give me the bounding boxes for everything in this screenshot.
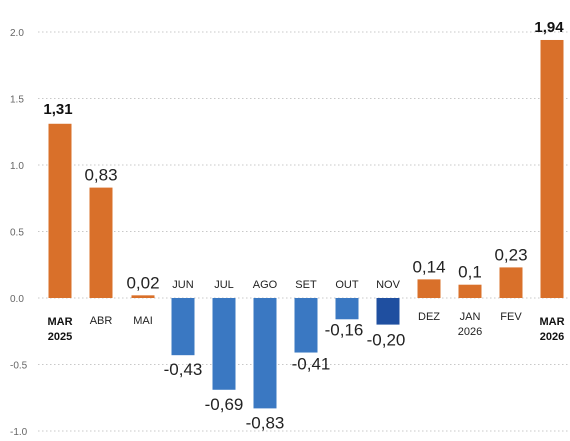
category-label: FEV bbox=[500, 311, 522, 323]
bar-set bbox=[294, 298, 318, 353]
data-label: -0,83 bbox=[246, 413, 285, 432]
bar-abr bbox=[89, 187, 113, 298]
category-label: NOV bbox=[376, 279, 401, 291]
bar-fev bbox=[499, 267, 523, 298]
data-label: 0,02 bbox=[126, 273, 159, 292]
label-layer: 1,31 0,83 0,02 -0,43-0,69-0,83 -0,41 -0,16-0,… bbox=[43, 19, 564, 432]
bar-dez bbox=[417, 279, 441, 298]
bar-mai bbox=[131, 295, 155, 298]
category-label: MAR bbox=[539, 316, 564, 328]
category-label: DEZ bbox=[418, 311, 440, 323]
data-label: 1,31 bbox=[43, 101, 72, 118]
category-label: JUL bbox=[214, 279, 234, 291]
bar-mar-2025 bbox=[48, 123, 72, 299]
category-label: MAR bbox=[47, 316, 72, 328]
category-label: 2025 bbox=[48, 331, 72, 343]
y-tick-label: 1.5 bbox=[10, 95, 24, 106]
y-tick-label: 0.0 bbox=[10, 294, 24, 305]
category-label: OUT bbox=[335, 279, 359, 291]
data-label: 0,1 bbox=[458, 263, 482, 282]
data-label: 1,94 bbox=[534, 19, 564, 36]
data-label: 0,14 bbox=[412, 257, 445, 276]
data-label: -0,20 bbox=[367, 331, 406, 350]
data-label: -0,41 bbox=[292, 355, 331, 374]
category-label: MAI bbox=[133, 315, 153, 327]
bar-layer bbox=[48, 39, 564, 409]
y-tick-label: -1.0 bbox=[10, 427, 28, 438]
y-tick-label: 2.0 bbox=[10, 28, 24, 39]
y-tick-label: 1.0 bbox=[10, 161, 24, 172]
data-label: -0,69 bbox=[205, 395, 244, 414]
bar-mar-2026 bbox=[540, 39, 564, 298]
data-label: -0,16 bbox=[325, 320, 364, 339]
category-label: JAN bbox=[460, 311, 481, 323]
y-tick-label: -0.5 bbox=[10, 361, 28, 372]
y-tick-label: 0.5 bbox=[10, 228, 24, 239]
category-label: AGO bbox=[253, 279, 278, 291]
data-label: 0,23 bbox=[494, 245, 527, 264]
category-label: 2026 bbox=[458, 326, 482, 338]
category-label: SET bbox=[295, 279, 317, 291]
category-label: JUN bbox=[172, 279, 193, 291]
bar-jan-2026 bbox=[458, 284, 482, 298]
data-label: 0,83 bbox=[84, 166, 117, 185]
bar-out bbox=[335, 298, 359, 320]
data-label: -0,43 bbox=[164, 360, 203, 379]
category-label: ABR bbox=[90, 315, 113, 327]
bar-ago bbox=[253, 298, 277, 409]
category-label: 2026 bbox=[540, 331, 564, 343]
bar-jul bbox=[212, 298, 236, 390]
bar-jun bbox=[171, 298, 195, 356]
bar-nov bbox=[376, 298, 400, 325]
